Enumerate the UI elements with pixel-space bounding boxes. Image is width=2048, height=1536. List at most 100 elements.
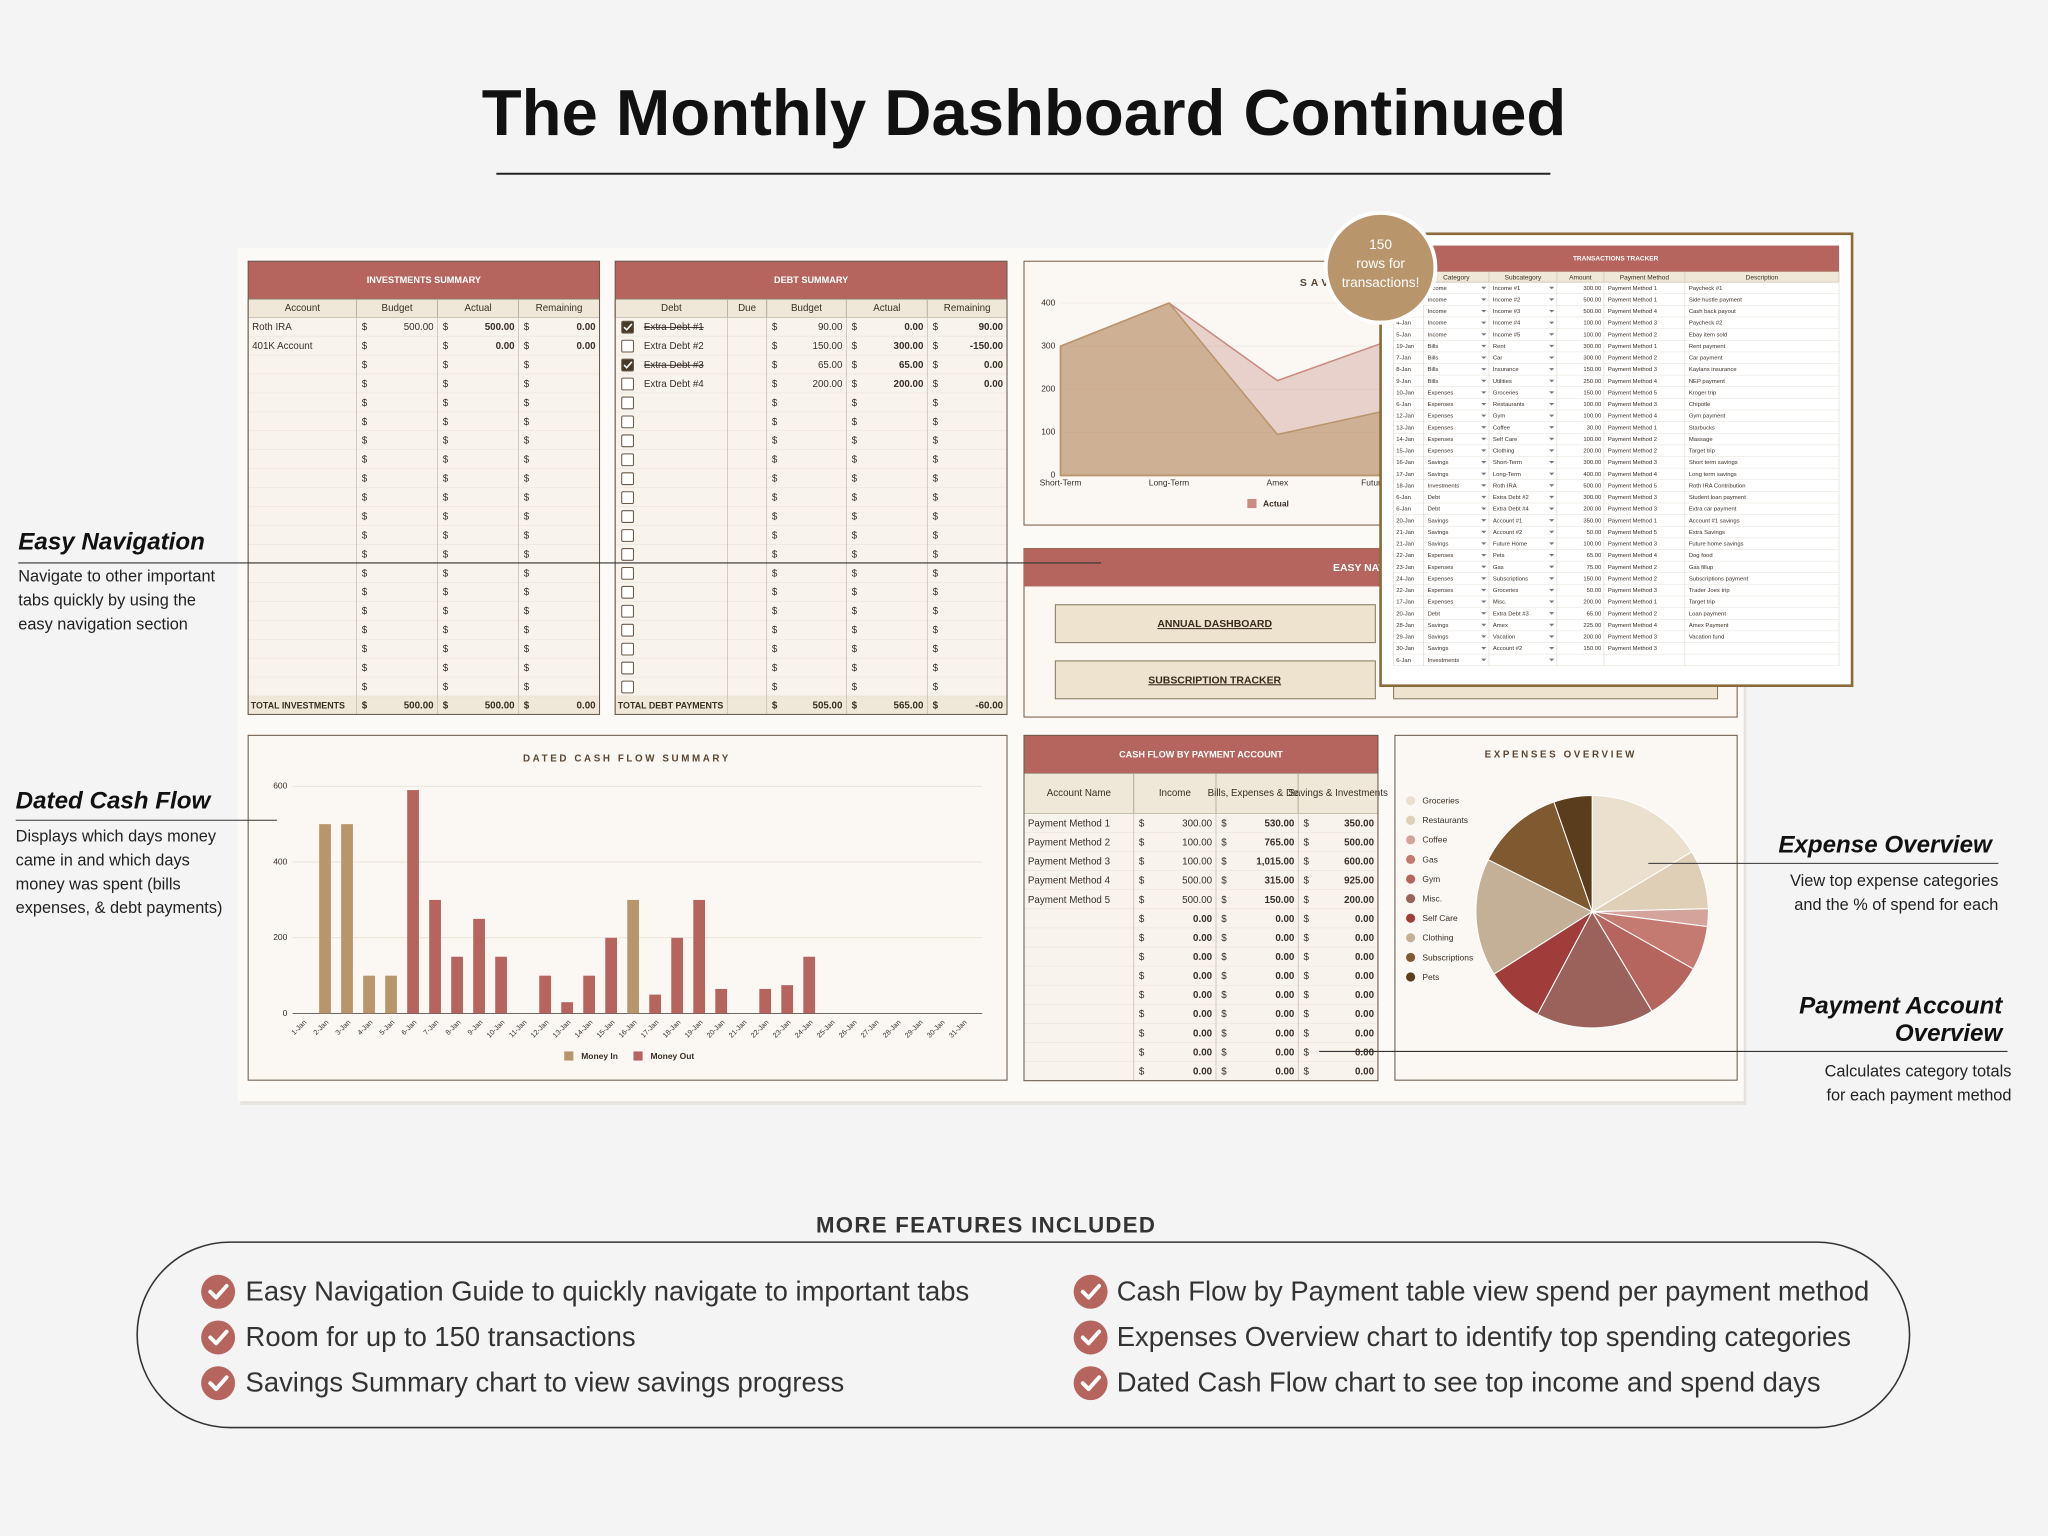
currency-symbol: $: [1221, 1028, 1227, 1039]
cell-value: 0.00: [1193, 990, 1213, 1001]
tracker-cell: Starbucks: [1689, 425, 1715, 431]
cell-value: 0.00: [1275, 1066, 1295, 1077]
tracker-cell: Self Care: [1493, 437, 1517, 443]
bar: [759, 988, 772, 1014]
currency-symbol: $: [1221, 1066, 1227, 1077]
dropdown-arrow: [1481, 461, 1487, 464]
tracker-cell: 350.00: [1583, 518, 1602, 524]
legend-dot: [1406, 815, 1416, 825]
tracker-cell: Payment Method 4: [1608, 623, 1658, 629]
currency-symbol: $: [362, 587, 368, 598]
table-row: [615, 620, 1008, 640]
tracker-cell: Long-Term: [1493, 472, 1521, 478]
currency-symbol: $: [443, 587, 449, 598]
tracker-cell: Bills: [1428, 356, 1439, 362]
nav-button[interactable]: [1054, 660, 1376, 700]
cell-value: 0.00: [1355, 933, 1375, 944]
currency-symbol: $: [852, 549, 858, 560]
currency-symbol: $: [933, 568, 939, 579]
cell-value: 925.00: [1344, 876, 1374, 887]
column-header-text: Actual: [464, 303, 491, 314]
bar: [693, 899, 706, 1014]
dropdown-arrow: [1481, 554, 1487, 557]
dropdown-arrow: [1481, 635, 1487, 639]
table-row: [1023, 985, 1378, 1005]
dropdown-arrow: [1549, 635, 1555, 639]
tracker-cell: 6-Jan: [1396, 507, 1411, 513]
column-header-text: Account: [285, 303, 321, 314]
tracker-cell: 13-Jan: [1396, 425, 1414, 431]
dropdown-arrow: [1481, 647, 1487, 650]
currency-symbol: $: [933, 341, 939, 352]
currency-symbol: $: [852, 606, 858, 617]
tracker-cell: Income: [1428, 332, 1447, 338]
table-row: [248, 468, 600, 488]
cell-value: 65.00: [899, 360, 924, 371]
cell-value: 500.00: [1344, 838, 1374, 849]
tracker-cell: 300.00: [1583, 344, 1602, 350]
cell-value: 0.00: [1275, 1028, 1295, 1039]
currency-symbol: $: [362, 455, 368, 466]
x-tick-label: Short-Term: [1040, 477, 1082, 487]
dropdown-arrow: [1481, 472, 1487, 476]
dropdown-arrow: [1549, 600, 1555, 604]
cell-value: 0.00: [1193, 952, 1213, 963]
legend-label: Gas: [1422, 854, 1438, 864]
tracker-cell: Savings: [1428, 472, 1449, 478]
tracker-cell: Dog food: [1689, 553, 1713, 559]
y-tick-label: 0: [283, 1008, 288, 1018]
tracker-cell: 8-Jan: [1396, 367, 1411, 373]
cell-value: 100.00: [1182, 838, 1212, 849]
legend-swatch: [1247, 498, 1257, 509]
bar: [803, 956, 816, 1014]
badge-text: rows for: [1356, 256, 1405, 271]
currency-symbol: $: [362, 549, 368, 560]
cell-text: Extra Debt #2: [644, 341, 704, 352]
table-row: [1023, 870, 1378, 890]
currency-symbol: $: [1221, 990, 1227, 1001]
cell-value: 300.00: [894, 341, 924, 352]
currency-symbol: $: [933, 606, 939, 617]
currency-symbol: $: [852, 682, 858, 693]
tracker-cell: 100.00: [1583, 437, 1602, 443]
check-mark: [1080, 1283, 1102, 1300]
nav-button[interactable]: [1054, 604, 1376, 644]
table-row: [615, 525, 1008, 545]
checkbox: [621, 510, 634, 523]
legend-label: Coffee: [1422, 835, 1447, 845]
currency-symbol: $: [1139, 838, 1145, 849]
tracker-cell: 200.00: [1583, 600, 1602, 606]
currency-symbol: $: [1304, 818, 1310, 829]
currency-symbol: $: [852, 398, 858, 409]
cell-value: 0.00: [1355, 914, 1375, 925]
tracker-cell: Cash back payout: [1689, 309, 1736, 315]
dropdown-arrow: [1481, 298, 1487, 301]
currency-symbol: $: [362, 398, 368, 409]
checkbox: [621, 548, 634, 561]
currency-symbol: $: [1221, 818, 1227, 829]
currency-symbol: $: [852, 474, 858, 485]
currency-symbol: $: [1221, 895, 1227, 906]
table-row: [248, 620, 600, 640]
tracker-cell: 30.00: [1587, 425, 1602, 431]
checkbox: [621, 566, 634, 580]
legend-dot: [1406, 972, 1416, 982]
currency-symbol: $: [933, 398, 939, 409]
currency-symbol: $: [1221, 1009, 1227, 1020]
legend-dot: [1406, 952, 1416, 962]
currency-symbol: $: [443, 625, 449, 636]
badge-text: 150: [1369, 237, 1392, 252]
tracker-cell: Groceries: [1493, 588, 1518, 594]
dropdown-arrow: [1549, 565, 1555, 569]
cell-value: 0.00: [1193, 1028, 1213, 1039]
tracker-cell: Vacation: [1493, 635, 1515, 641]
tracker-cell: Coffee: [1493, 425, 1510, 431]
cell-text: Payment Method 4: [1028, 876, 1111, 887]
dropdown-arrow: [1549, 449, 1555, 453]
currency-symbol: $: [933, 417, 939, 428]
currency-symbol: $: [933, 549, 939, 560]
table-row: [248, 412, 600, 432]
currency-symbol: $: [933, 360, 939, 371]
bar: [495, 956, 507, 1014]
column-header-text: Income: [1159, 788, 1191, 799]
